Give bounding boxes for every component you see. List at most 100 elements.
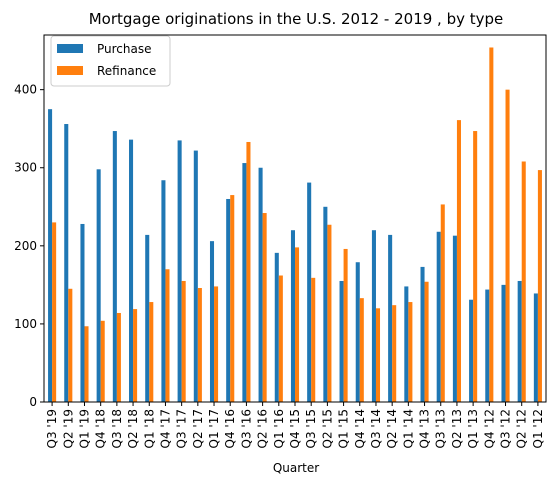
bar-purchase-24 [437, 232, 441, 402]
bar-purchase-15 [291, 230, 295, 402]
legend-label-purchase: Purchase [97, 42, 152, 56]
bar-refinance-4 [117, 313, 121, 402]
y-tick-label: 200 [14, 239, 37, 253]
bar-purchase-19 [356, 262, 360, 402]
bar-refinance-2 [84, 326, 88, 402]
x-tick-label: Q3 '18 [110, 409, 124, 448]
bar-refinance-6 [149, 302, 153, 402]
x-tick-label: Q1 '12 [531, 409, 545, 448]
bar-refinance-21 [392, 305, 396, 402]
x-tick-label: Q1 '15 [337, 409, 351, 448]
bar-refinance-20 [376, 308, 380, 402]
legend-label-refinance: Refinance [97, 64, 156, 78]
bar-purchase-28 [501, 285, 505, 402]
x-tick-label: Q3 '16 [239, 409, 253, 448]
bar-purchase-8 [178, 140, 182, 402]
x-tick-label: Q1 '14 [401, 409, 415, 448]
x-tick-label: Q2 '15 [320, 409, 334, 448]
x-tick-label: Q1 '18 [142, 409, 156, 448]
bar-purchase-0 [48, 109, 52, 402]
bar-purchase-25 [453, 236, 457, 402]
x-tick-label: Q3 '17 [175, 409, 189, 448]
bar-refinance-30 [538, 170, 542, 402]
bar-refinance-19 [360, 298, 364, 402]
bar-purchase-6 [145, 235, 149, 402]
bar-refinance-9 [198, 288, 202, 402]
bar-refinance-10 [214, 286, 218, 402]
legend-swatch-refinance [57, 66, 83, 75]
bar-refinance-15 [295, 247, 299, 402]
y-tick-label: 300 [14, 161, 37, 175]
legend: Purchase Refinance [51, 36, 170, 86]
bars-group [48, 47, 542, 402]
bar-refinance-13 [263, 213, 267, 402]
bar-purchase-4 [113, 131, 117, 402]
bar-refinance-26 [473, 131, 477, 402]
bar-purchase-29 [518, 281, 522, 402]
x-tick-label: Q4 '13 [418, 409, 432, 448]
x-tick-label: Q1 '19 [77, 409, 91, 448]
x-tick-label: Q2 '14 [385, 409, 399, 448]
x-tick-label: Q4 '17 [158, 409, 172, 448]
bar-refinance-16 [311, 278, 315, 402]
bar-purchase-13 [259, 168, 263, 402]
x-tick-label: Q3 '14 [369, 409, 383, 448]
x-tick-label: Q2 '13 [450, 409, 464, 448]
bar-purchase-5 [129, 140, 133, 402]
chart-title: Mortgage originations in the U.S. 2012 -… [89, 10, 504, 28]
bar-refinance-1 [68, 289, 72, 402]
bar-refinance-24 [441, 204, 445, 402]
x-tick-label: Q4 '15 [288, 409, 302, 448]
x-tick-label: Q4 '12 [482, 409, 496, 448]
bar-purchase-22 [404, 286, 408, 402]
bar-purchase-16 [307, 183, 311, 402]
bar-refinance-18 [344, 249, 348, 402]
bar-refinance-8 [182, 281, 186, 402]
bar-refinance-28 [506, 90, 510, 402]
bar-purchase-17 [323, 207, 327, 402]
bar-refinance-0 [52, 222, 56, 402]
bar-refinance-17 [327, 225, 331, 402]
x-tick-label: Q1 '13 [466, 409, 480, 448]
bar-refinance-22 [408, 302, 412, 402]
bar-purchase-21 [388, 235, 392, 402]
y-tick-label: 0 [29, 395, 37, 409]
x-tick-label: Q3 '15 [304, 409, 318, 448]
bar-refinance-12 [246, 142, 250, 402]
bar-purchase-2 [80, 224, 84, 402]
bar-purchase-1 [64, 124, 68, 402]
x-tick-label: Q2 '18 [126, 409, 140, 448]
bar-refinance-25 [457, 120, 461, 402]
bar-refinance-11 [230, 195, 234, 402]
bar-purchase-14 [275, 253, 279, 402]
x-tick-label: Q3 '12 [499, 409, 513, 448]
bar-purchase-26 [469, 300, 473, 402]
bar-refinance-29 [522, 162, 526, 403]
x-tick-label: Q2 '16 [256, 409, 270, 448]
bar-purchase-30 [534, 293, 538, 402]
x-tick-label: Q4 '18 [94, 409, 108, 448]
x-axis-label: Quarter [273, 461, 319, 475]
bar-purchase-7 [161, 180, 165, 402]
bar-purchase-18 [340, 281, 344, 402]
bar-refinance-7 [165, 269, 169, 402]
bar-refinance-5 [133, 309, 137, 402]
x-tick-label: Q3 '13 [434, 409, 448, 448]
x-tick-label: Q4 '14 [353, 409, 367, 448]
bar-refinance-14 [279, 276, 283, 403]
x-tick-label: Q1 '17 [207, 409, 221, 448]
x-tick-label: Q2 '19 [61, 409, 75, 448]
x-axis: Q3 '19 Q2 '19 Q1 '19 Q4 '18 Q3 '18 Q2 '18 Q1 '… [45, 402, 545, 448]
y-tick-label: 100 [14, 317, 37, 331]
x-tick-label: Q2 '12 [515, 409, 529, 448]
bar-refinance-3 [101, 321, 105, 402]
bar-purchase-3 [97, 169, 101, 402]
y-tick-label: 400 [14, 83, 37, 97]
x-tick-label: Q3 '19 [45, 409, 59, 448]
x-tick-label: Q2 '17 [191, 409, 205, 448]
bar-purchase-9 [194, 151, 198, 402]
legend-swatch-purchase [57, 44, 83, 53]
bar-purchase-23 [421, 267, 425, 402]
